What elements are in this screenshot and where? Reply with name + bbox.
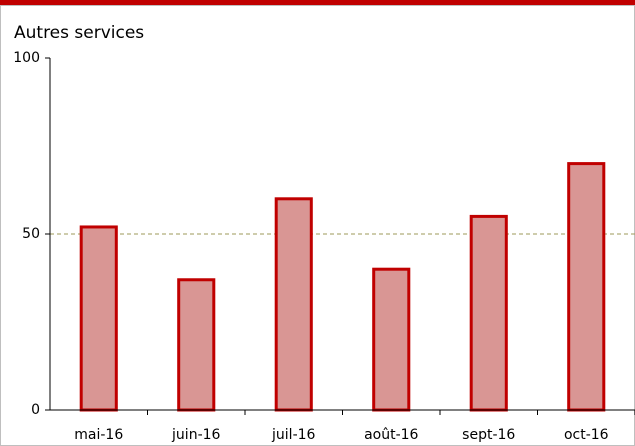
bar [274,197,313,412]
top-band [0,0,635,5]
bar [79,225,118,412]
bar [469,214,508,412]
bar [177,278,216,412]
x-tick-label: sept-16 [462,427,515,443]
x-tick-label: oct-16 [564,427,609,443]
x-tick-label: juil-16 [271,427,316,443]
y-tick-label: 0 [31,402,40,418]
chart-title: Autres services [14,23,144,43]
x-tick-label: juin-16 [171,427,220,443]
y-tick-label: 50 [22,226,40,242]
x-tick-label: mai-16 [74,427,123,443]
y-tick-label: 100 [13,50,40,66]
bar [567,162,606,412]
bar [372,267,411,412]
x-tick-label: août-16 [364,427,418,443]
